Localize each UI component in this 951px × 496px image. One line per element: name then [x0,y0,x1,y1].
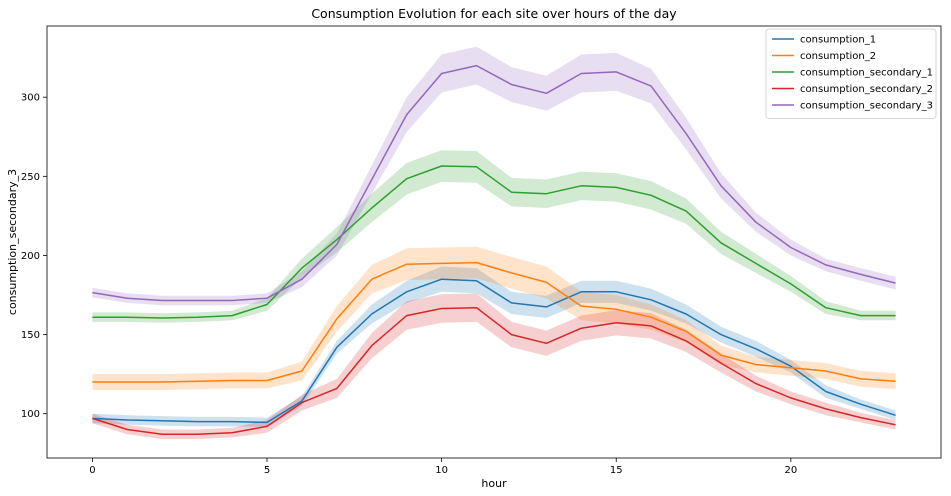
legend: consumption_1 consumption_2 consumption_se… [765,28,937,119]
legend-label-consumption_2: consumption_2 [800,51,876,62]
chart-title: Consumption Evolution for each site over… [311,6,677,21]
x-tick-label: 20 [784,465,797,476]
y-axis-ticks: 100 150 200 250 300 [21,93,47,420]
legend-label-consumption_secondary_1: consumption_secondary_1 [800,68,933,79]
band-consumption_secondary_1 [92,150,896,323]
band-consumption_secondary_2 [92,293,896,439]
x-tick-label: 10 [435,465,448,476]
y-tick-label: 150 [21,330,40,341]
legend-label-consumption_1: consumption_1 [800,35,876,46]
y-tick-label: 300 [21,93,40,104]
y-tick-label: 250 [21,172,40,183]
y-axis-label: consumption_secondary_3 [6,169,19,315]
legend-label-consumption_secondary_3: consumption_secondary_3 [800,101,933,112]
x-axis-label: hour [481,477,507,490]
y-tick-label: 100 [21,409,40,420]
band-consumption_1 [92,266,896,428]
x-tick-label: 5 [264,465,270,476]
series-lines [92,64,896,436]
line-consumption_secondary_2 [92,306,896,436]
confidence-bands [92,46,896,439]
plot-area-frame [46,25,942,459]
x-tick-label: 0 [89,465,95,476]
legend-box [765,28,937,119]
line-consumption_secondary_1 [92,165,896,319]
line-consumption_2 [92,261,896,383]
band-consumption_2 [92,246,896,390]
x-tick-label: 15 [610,465,623,476]
line-consumption_1 [92,278,896,424]
y-tick-label: 200 [21,251,40,262]
x-axis-ticks: 0 5 10 15 20 [89,458,797,476]
legend-label-consumption_secondary_2: consumption_secondary_2 [800,84,933,95]
line-consumption_secondary_3 [92,64,896,302]
